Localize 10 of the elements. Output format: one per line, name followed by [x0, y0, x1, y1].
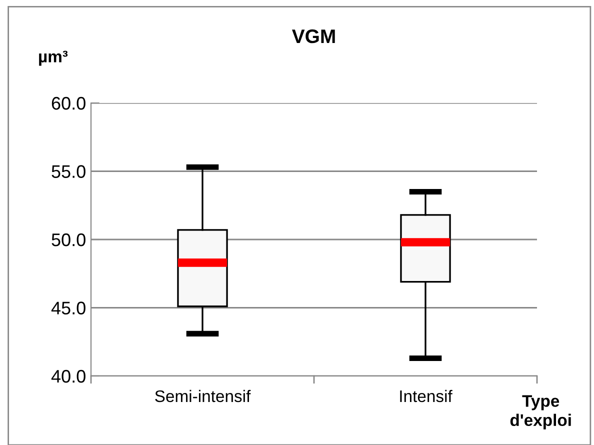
y-tick-label: 60.0 — [52, 96, 86, 110]
y-tick-label: 50.0 — [52, 233, 86, 246]
x-axis-title: Type d'exploi — [510, 395, 571, 430]
x-tick-label: Intensif — [400, 390, 452, 402]
y-tick-label: 40.0 — [51, 370, 86, 383]
x-tick-label: Semi-intensif — [155, 390, 251, 402]
y-tick-label: 55.0 — [52, 165, 86, 178]
chart-title: VGM — [292, 29, 335, 44]
y-axis-title: µm³ — [39, 50, 68, 66]
y-tick-label: 45.0 — [51, 302, 86, 314]
